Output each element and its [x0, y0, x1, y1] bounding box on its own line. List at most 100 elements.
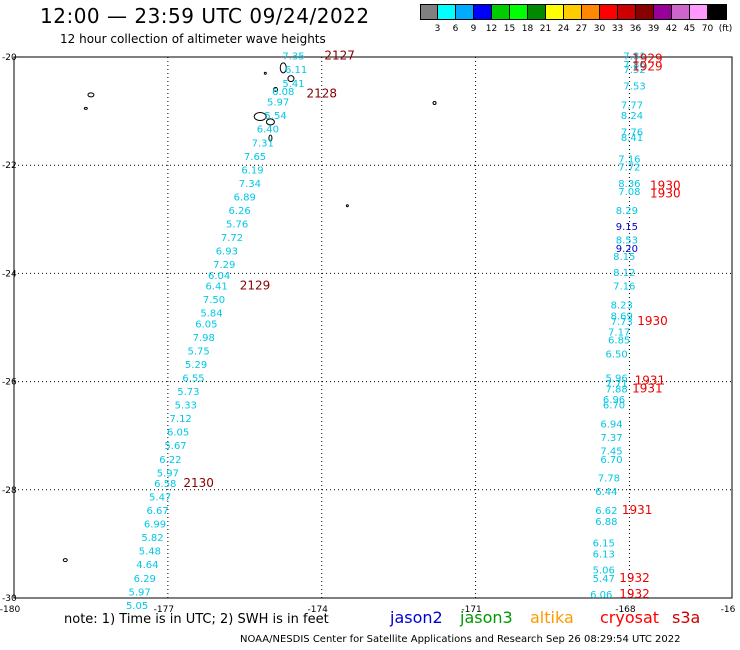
- swh-value-label: 6.15: [593, 539, 615, 550]
- swh-value-label: 7.71: [605, 379, 627, 390]
- scale-swatch: [708, 4, 726, 20]
- scale-label: 24: [557, 24, 570, 34]
- swh-value-label: 6.99: [144, 520, 166, 531]
- legend-note: note: 1) Time is in UTC; 2) SWH is in fe…: [64, 612, 329, 627]
- scale-swatch: [690, 4, 708, 20]
- time-labels: 2127212821292130192919291930193019301931…: [183, 49, 680, 601]
- scale-label: 36: [629, 24, 642, 34]
- swh-value-label: 7.77: [621, 100, 643, 111]
- axis-tick-labels: -180 -177 -174 -171 -168 -16 -20 -22 -24 -26 -28 -3…: [0, 53, 736, 615]
- swh-value-label: 5.97: [267, 98, 289, 109]
- scale-swatch: [528, 4, 546, 20]
- x-tick-label: -180: [0, 605, 20, 615]
- swh-value-label: 8.23: [611, 301, 633, 312]
- swh-value-label: 7.78: [598, 474, 620, 485]
- island-outline: [432, 100, 437, 105]
- swh-value-label: 5.84: [200, 309, 222, 320]
- swh-value-label: 6.13: [593, 549, 615, 560]
- scale-label: 12: [485, 24, 498, 34]
- time-label: 2127: [324, 49, 355, 63]
- scale-label: 18: [521, 24, 534, 34]
- swh-value-label: 7.50: [203, 295, 225, 306]
- scale-swatch: [600, 4, 618, 20]
- swh-value-label: 7.65: [244, 152, 266, 163]
- island-outline: [265, 118, 275, 126]
- swh-value-label: 7.35: [282, 52, 304, 63]
- swh-value-label: 4.64: [136, 560, 158, 571]
- swh-value-label: 7.45: [600, 447, 622, 458]
- swh-value-label: 6.67: [146, 506, 168, 517]
- swh-value-label: 8.36: [618, 179, 640, 190]
- swh-value-label: 5.47: [593, 574, 615, 585]
- swh-points: 7.356.115.416.085.975.546.407.317.656.19…: [126, 52, 646, 612]
- swh-value-label: 7.52: [623, 65, 645, 76]
- swh-value-label: 5.75: [187, 347, 209, 358]
- time-label: 2128: [306, 87, 337, 101]
- swh-value-label: 7.86: [623, 60, 645, 71]
- satellite-legend-item: s3a: [672, 608, 701, 627]
- y-tick-label: -22: [2, 161, 17, 171]
- scale-label: 33: [611, 24, 624, 34]
- swh-value-label: 5.33: [175, 401, 197, 412]
- swh-value-label: 7.31: [252, 138, 274, 149]
- scale-swatch: [564, 4, 582, 20]
- color-scale-frame: [420, 4, 727, 20]
- swh-value-label: 7.16: [618, 154, 640, 165]
- scale-swatch: [492, 4, 510, 20]
- swh-value-label: 5.48: [139, 547, 161, 558]
- time-label: 1931: [622, 503, 653, 517]
- island-outline: [263, 71, 267, 75]
- swh-value-label: 6.04: [208, 271, 230, 282]
- swh-value-label: 6.89: [234, 192, 256, 203]
- swh-value-label: 5.41: [282, 79, 304, 90]
- swh-value-label: 7.98: [193, 333, 215, 344]
- swh-value-label: 6.93: [216, 246, 238, 257]
- swh-value-label: 6.41: [205, 282, 227, 293]
- x-tick-label: -168: [615, 605, 636, 615]
- chart-title: 12:00 — 23:59 UTC 09/24/2022: [40, 4, 370, 28]
- swh-value-label: 8.24: [621, 111, 643, 122]
- island-outline: [83, 106, 88, 110]
- swh-value-label: 6.85: [608, 336, 630, 347]
- y-tick-label: -28: [2, 486, 17, 496]
- y-tick-label: -24: [2, 269, 17, 279]
- swh-value-label: 5.05: [126, 601, 148, 612]
- swh-value-label: 6.11: [285, 65, 307, 76]
- swh-value-label: 6.62: [595, 506, 617, 517]
- swh-value-label: 7.08: [618, 187, 640, 198]
- swh-value-label: 9.15: [616, 222, 638, 233]
- scale-swatch: [582, 4, 600, 20]
- scale-label: 6: [452, 24, 459, 34]
- swh-value-label: 7.17: [608, 328, 630, 339]
- swh-value-label: 7.12: [170, 414, 192, 425]
- time-label: 2130: [183, 476, 214, 490]
- scale-label: 42: [665, 24, 678, 34]
- y-tick-label: -30: [2, 594, 17, 604]
- swh-value-label: 7.73: [611, 317, 633, 328]
- time-label: 2129: [240, 279, 271, 293]
- swh-value-label: 5.29: [185, 360, 207, 371]
- swh-value-label: 5.97: [129, 587, 151, 598]
- island-outline: [279, 62, 287, 74]
- island-outline: [87, 92, 95, 98]
- swh-value-label: 6.05: [167, 428, 189, 439]
- swh-value-label: 6.96: [603, 395, 625, 406]
- swh-value-label: 8.12: [613, 268, 635, 279]
- swh-value-label: 8.53: [616, 236, 638, 247]
- swh-value-label: 6.50: [605, 349, 627, 360]
- island-outline: [345, 204, 349, 208]
- swh-value-label: 6.19: [241, 165, 263, 176]
- island-outline: [62, 558, 68, 563]
- scale-swatch: [546, 4, 564, 20]
- swh-value-label: 5.76: [226, 219, 248, 230]
- swh-value-label: 5.73: [177, 387, 199, 398]
- swh-value-label: 5.96: [605, 374, 627, 385]
- time-label: 1930: [650, 179, 681, 193]
- scale-label: 45: [683, 24, 696, 34]
- swh-value-label: 5.54: [264, 111, 286, 122]
- swh-value-label: 7.72: [221, 233, 243, 244]
- swh-value-label: 6.29: [134, 574, 156, 585]
- time-label: 1930: [637, 314, 668, 328]
- time-label: 1929: [632, 51, 663, 65]
- chart-subtitle: 12 hour collection of altimeter wave hei…: [60, 32, 326, 46]
